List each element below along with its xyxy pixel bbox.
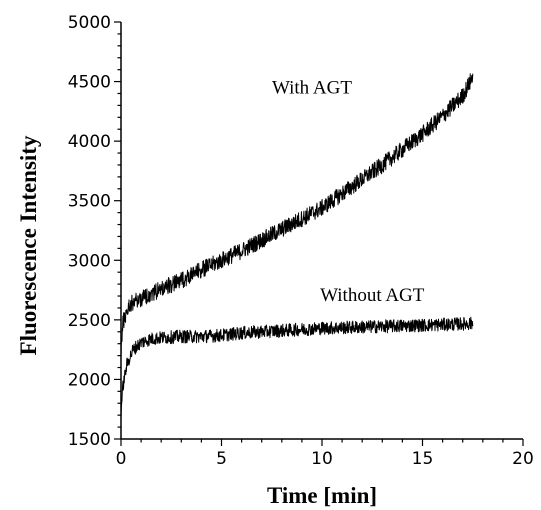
series-group [121,74,473,419]
series-annotation: Without AGT [320,285,425,306]
y-tick-label: 5000 [68,13,111,33]
y-tick-label: 3500 [68,192,111,212]
y-axis-title: Fluorescence Intensity [16,135,41,355]
x-tick-label: 5 [216,449,227,469]
series-line-without-agt [121,317,473,419]
y-tick-label: 1500 [68,430,111,450]
y-tick-label: 2500 [68,311,111,331]
x-axis-title: Time [min] [267,483,377,508]
series-line-with-agt [121,74,473,358]
series-annotation: With AGT [272,77,352,98]
x-tick-label: 10 [311,449,333,469]
y-tick-label: 3000 [68,251,111,271]
y-tick-label: 4000 [68,132,111,152]
x-tick-label: 15 [412,449,434,469]
y-tick-label: 2000 [68,370,111,390]
y-tick-label: 4500 [68,73,111,93]
x-tick-label: 20 [512,449,534,469]
x-tick-label: 0 [116,449,127,469]
